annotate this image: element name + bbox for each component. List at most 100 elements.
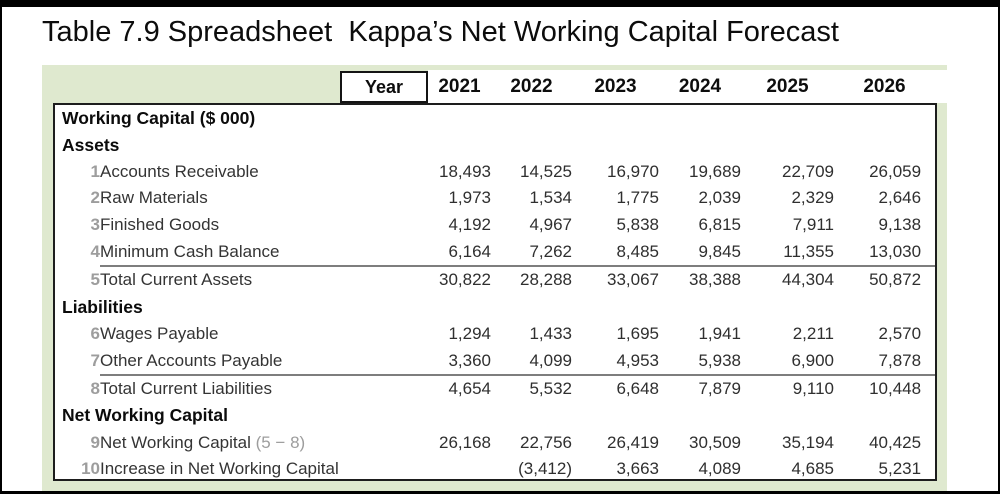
value-cell: 9,110 [792,379,834,399]
year-label-cell: Year [340,71,428,103]
value-cell: 4,953 [572,347,659,376]
value-cell: 26,419 [607,432,659,452]
value-cell: 35,194 [782,432,834,452]
row-label: Increase in Net Working Capital [100,459,339,479]
year-header: 2025 [766,75,809,97]
value-cell: 44,304 [782,270,834,290]
value-cell: 1,973 [448,188,491,208]
row-number: 4 [90,242,100,262]
value-cell: 9,845 [659,238,741,268]
row-number: 10 [81,459,100,479]
slide-left-border [0,0,2,494]
value-cell: 1,695 [616,323,659,343]
section-header-nwc: Net Working Capital [62,405,228,426]
value-cell: (3,412) [518,459,572,479]
value-cell: 6,164 [407,238,491,268]
table-title: Table 7.9 Spreadsheet Kappa’s Net Workin… [42,16,839,48]
value-cell: 11,355 [741,238,834,268]
section-header-liabilities: Liabilities [62,296,143,317]
value-cell: 1,534 [529,188,572,208]
value-cell: 1,775 [616,188,659,208]
value-cell: 6,900 [741,347,834,376]
row-label-note: (5 − 8) [255,432,306,452]
year-header: 2023 [594,75,637,97]
value-cell: 4,192 [448,215,491,235]
table-row: 3 Finished Goods 4,192 4,967 5,838 6,815… [55,212,935,239]
value-cell: 1,433 [529,323,572,343]
row-label: Other Accounts Payable [100,347,407,376]
year-header: 2021 [438,75,481,97]
value-cell: 33,067 [607,270,659,290]
row-number: 8 [90,378,100,398]
section-header-assets: Assets [62,134,120,155]
value-cell: 5,938 [659,347,741,376]
table-row: 8 Total Current Liabilities 4,654 5,532 … [55,375,935,403]
slide-bottom-bar [0,491,1000,494]
row-number: 5 [90,269,100,289]
value-cell: 26,059 [869,161,922,181]
table-row: 10 Increase in Net Working Capital (3,41… [55,456,935,483]
row-number: 2 [90,188,100,208]
spreadsheet-panel: 2021 2022 2023 2024 2025 2026 Year Worki… [42,65,947,491]
row-label: Net Working Capital (5 − 8) [100,429,407,456]
value-cell: 14,525 [520,161,572,181]
value-cell: 7,911 [792,215,834,235]
row-label-text: Net Working Capital [100,432,251,452]
table-row: 7 Other Accounts Payable 3,360 4,099 4,9… [55,347,936,376]
value-cell: 4,089 [698,459,741,479]
value-cell: 2,039 [698,188,741,208]
value-cell: 1,294 [448,323,491,343]
value-cell: 4,654 [448,379,491,399]
value-cell: 50,872 [869,270,922,290]
row-number: 7 [90,351,100,371]
value-cell: 2,570 [878,323,922,343]
table-row: 1 Accounts Receivable 18,493 14,525 16,9… [55,158,935,185]
table-row: Assets [55,132,935,159]
table-row: Liabilities [55,294,935,321]
value-cell: 1,941 [698,323,741,343]
value-cell: 18,493 [439,161,491,181]
value-cell: 9,138 [878,215,922,235]
value-cell: 26,168 [439,432,491,452]
value-cell: 19,689 [689,161,741,181]
value-cell: 2,329 [791,188,834,208]
value-cell: 4,685 [791,459,834,479]
table-row: 4 Minimum Cash Balance 6,164 7,262 8,485… [55,238,936,268]
value-cell: 22,709 [782,161,834,181]
value-cell: 7,879 [698,379,741,399]
value-cell: 30,509 [689,432,741,452]
row-number: 1 [90,161,100,181]
value-cell: 5,838 [616,215,659,235]
row-label: Wages Payable [100,323,219,343]
value-cell: 5,532 [529,379,572,399]
value-cell: 6,648 [616,379,659,399]
year-header: 2026 [863,75,906,97]
row-label: Minimum Cash Balance [100,238,407,268]
value-cell: 3,663 [616,459,659,479]
value-cell: 10,448 [869,379,922,399]
row-number: 6 [90,323,100,343]
value-cell: 22,756 [520,432,572,452]
value-cell: 13,030 [834,238,936,268]
table-row: 5 Total Current Assets 30,822 28,288 33,… [55,266,935,294]
value-cell: 6,815 [698,215,741,235]
value-cell: 2,646 [878,188,922,208]
value-cell: 38,388 [689,270,741,290]
section-header-unit: Working Capital ($ 000) [62,107,256,128]
value-cell: 4,967 [529,215,572,235]
table-row: Working Capital ($ 000) [55,105,935,132]
row-label: Raw Materials [100,188,208,208]
value-cell [407,456,491,483]
value-cell: 28,288 [520,270,572,290]
table-row: 9 Net Working Capital (5 − 8) 26,168 22,… [55,429,935,456]
value-cell: 8,485 [572,238,659,268]
value-cell: 7,878 [834,347,936,376]
row-label: Total Current Assets [100,270,253,290]
row-label: Finished Goods [100,215,220,235]
table-row: 2 Raw Materials 1,973 1,534 1,775 2,039 … [55,185,935,212]
value-cell: 2,211 [792,323,834,343]
row-number: 9 [90,432,100,452]
slide-top-bar [0,0,1000,7]
value-cell: 4,099 [491,347,572,376]
value-cell: 40,425 [869,432,922,452]
